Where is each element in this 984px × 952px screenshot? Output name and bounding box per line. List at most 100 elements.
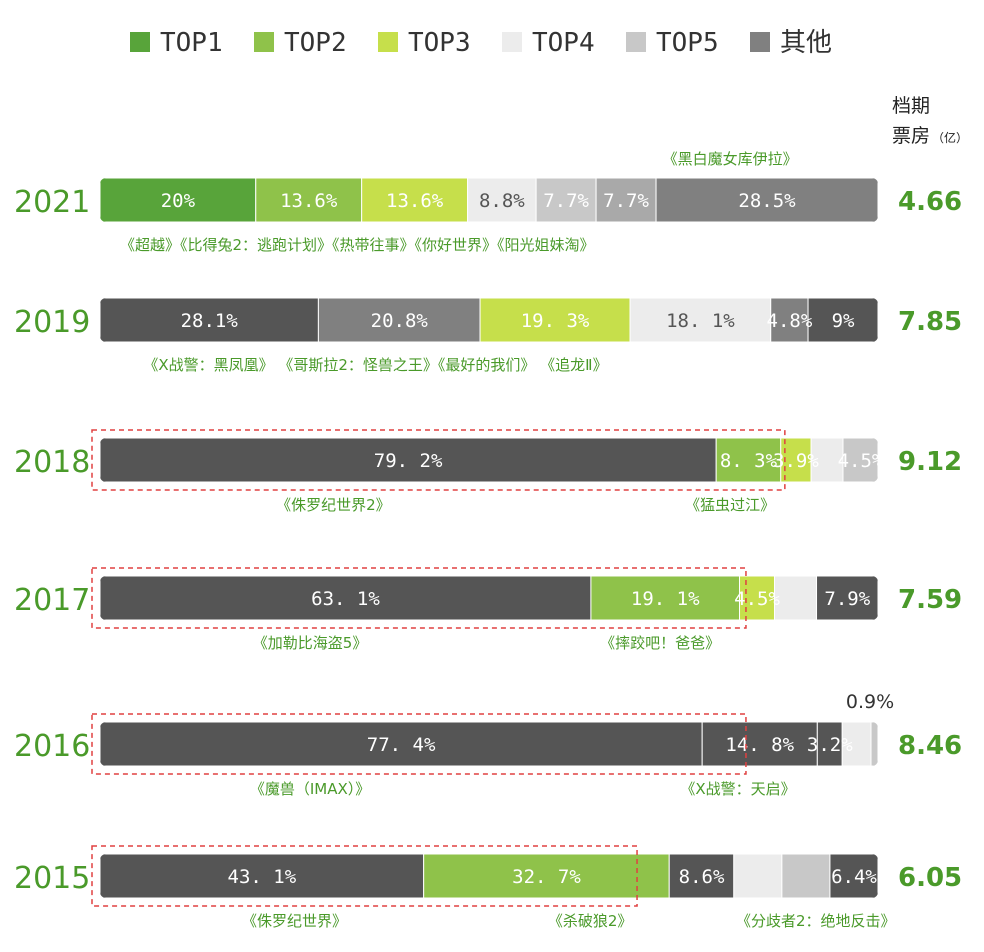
segment-value-label: 4.5% [734, 588, 780, 610]
bar-segment [467, 178, 537, 222]
box-office-total: 8.46 [898, 731, 962, 761]
legend-swatch [502, 32, 522, 52]
legend-label: 其他 [780, 28, 832, 58]
bar-row: 2016 77. 4% 14. 8% 3.2% 8.46 《魔兽（IMAX）》 《X战警：天… [14, 691, 962, 798]
film-name: 《X战警：黑凤凰》 《哥斯拉2：怪兽之王》《最好的我们》 《追龙Ⅱ》 [143, 356, 607, 374]
bar-segments [100, 298, 878, 342]
legend-item: TOP1 [130, 28, 223, 58]
header-line1: 档期 [892, 95, 930, 117]
segment-value-label: 4.5% [838, 450, 884, 472]
film-name: 《魔兽（IMAX）》 [250, 780, 370, 798]
legend-item: 其他 [750, 28, 832, 58]
bar-segment [423, 854, 670, 898]
bar-segments [100, 576, 878, 620]
bar-segment [590, 576, 741, 620]
box-office-total: 4.66 [898, 187, 962, 217]
bar-segment [535, 178, 597, 222]
legend: TOP1 TOP2 TOP3 TOP4 TOP5 其他 [130, 28, 832, 58]
bar-segment [100, 438, 717, 482]
film-name: 《超越》《比得兔2：逃跑计划》《热带往事》《你好世界》《阳光姐妹淘》 [120, 236, 595, 254]
highlight-box [91, 713, 747, 775]
bar-segment [774, 576, 818, 620]
bar-row: 2017 63. 1% 19. 1% 4.5% 7.9% 7.59 《加勒比海盗5》 《摔跤吧… [14, 567, 962, 652]
legend-swatch [626, 32, 646, 52]
legend-swatch [378, 32, 398, 52]
segment-value-label: 8.8% [479, 190, 525, 212]
box-office-total: 7.59 [898, 585, 962, 615]
legend-swatch [130, 32, 150, 52]
header-line2: 票房 [892, 125, 930, 147]
bar-segment [361, 178, 469, 222]
legend-label: TOP5 [656, 28, 719, 58]
bar-segments [100, 178, 878, 222]
bar-segment [317, 298, 481, 342]
legend-label: TOP4 [532, 28, 595, 58]
segment-value-label: 28.5% [738, 190, 796, 212]
bar-row: 2019 28.1% 20.8% 19. 3% 18. 1% 4.8% 9% 7.85 《X战警… [14, 298, 962, 374]
bar-segments [100, 438, 878, 482]
segment-value-label: 28.1% [181, 310, 239, 332]
legend-item: TOP4 [502, 28, 595, 58]
bar-segment [701, 722, 818, 766]
header-unit: （亿） [932, 130, 968, 145]
segment-value-label: 79. 2% [374, 450, 443, 472]
segment-value-label: 32. 7% [512, 866, 581, 888]
segment-value-label: 3.2% [807, 734, 853, 756]
bar-segment [255, 178, 363, 222]
legend-item: TOP2 [254, 28, 347, 58]
bar-segment [715, 438, 782, 482]
bar-segment [100, 854, 425, 898]
year-label: 2018 [14, 445, 90, 480]
segment-value-label: 20% [161, 190, 196, 212]
film-name: 《X战警：天启》 [680, 780, 795, 798]
segment-value-label: 8. 3% [720, 450, 778, 472]
bar-row: 2021 20% 13.6% 13.6% 8.8% 7.7% 7.7% 28.5% 4.66 《黑… [14, 150, 962, 254]
segment-value-label: 19. 1% [631, 588, 700, 610]
film-name: 《摔跤吧！爸爸》 [600, 634, 720, 652]
legend-swatch [254, 32, 274, 52]
box-office-total: 7.85 [898, 307, 962, 337]
segment-value-label: 7.9% [824, 588, 870, 610]
segment-value-label: 8.6% [679, 866, 725, 888]
bar-rows: 2021 20% 13.6% 13.6% 8.8% 7.7% 7.7% 28.5% 4.66 《黑… [14, 150, 962, 930]
legend-item: TOP5 [626, 28, 719, 58]
film-name: 《侏罗纪世界2》 [276, 496, 391, 514]
highlight-box [91, 429, 786, 491]
film-name: 《黑白魔女库伊拉》 [663, 150, 798, 168]
legend-label: TOP1 [160, 28, 223, 58]
film-name: 《加勒比海盗5》 [253, 634, 368, 652]
segment-value-label: 14. 8% [725, 734, 794, 756]
film-name: 《侏罗纪世界》 [242, 912, 347, 930]
segment-value-label: 6.4% [831, 866, 877, 888]
bar-segment [655, 178, 878, 222]
segment-value-label: 19. 3% [521, 310, 590, 332]
segment-value-label: 9% [832, 310, 855, 332]
film-name: 《猛虫过江》 [685, 496, 775, 514]
legend-item: TOP3 [378, 28, 471, 58]
bar-segment [842, 438, 878, 482]
year-label: 2015 [14, 861, 90, 896]
year-label: 2021 [14, 185, 90, 220]
year-label: 2019 [14, 305, 90, 340]
box-office-total: 6.05 [898, 863, 962, 893]
bar-segment [841, 722, 872, 766]
bar-segments [100, 854, 878, 898]
film-name: 《杀破狼2》 [548, 912, 633, 930]
segment-value-label: 4.8% [767, 310, 813, 332]
segment-value-label: 77. 4% [367, 734, 436, 756]
year-label: 2016 [14, 729, 90, 764]
segment-value-label: 3.9% [773, 450, 819, 472]
segment-value-label: 63. 1% [311, 588, 380, 610]
bar-segments [100, 722, 878, 766]
legend-swatch [750, 32, 770, 52]
bar-segment [781, 854, 831, 898]
highlight-box [91, 567, 747, 629]
segment-value-label: 20.8% [371, 310, 429, 332]
bar-row: 2018 79. 2% 8. 3%3.9% 4.5% 9.12 《侏罗纪世界2》 《猛虫过江… [14, 429, 962, 514]
segment-value-label: 13.6% [280, 190, 338, 212]
bar-segment [829, 854, 878, 898]
box-office-total: 9.12 [898, 447, 962, 477]
film-name: 《分歧者2：绝地反击》 [736, 912, 896, 930]
segment-value-label: 43. 1% [228, 866, 297, 888]
